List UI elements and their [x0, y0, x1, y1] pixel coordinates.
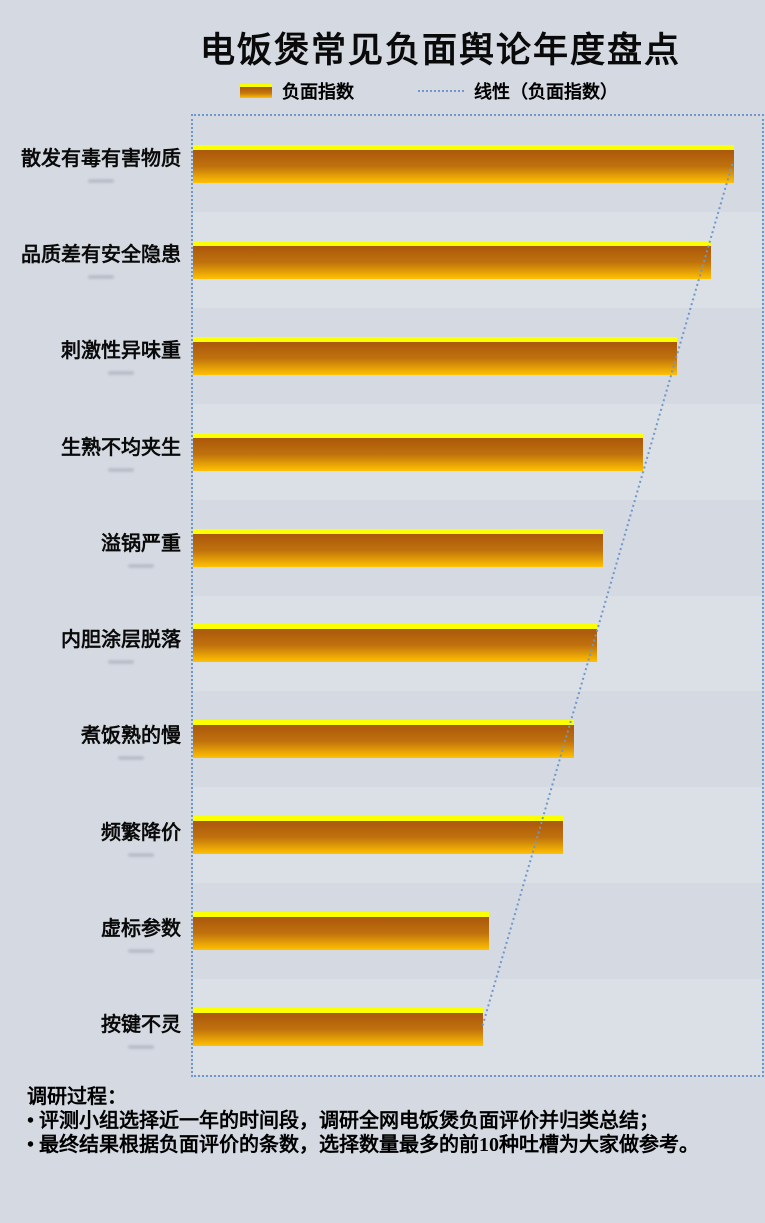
watermark-smudge	[128, 563, 154, 568]
plot-row	[193, 500, 762, 596]
bar	[193, 240, 711, 279]
bar	[193, 1008, 484, 1047]
bar	[193, 624, 597, 663]
plot-row	[193, 308, 762, 404]
category-label: 生熟不均夹生	[61, 436, 181, 459]
watermark-smudge	[88, 274, 114, 279]
bar	[193, 720, 575, 759]
legend: 负面指数 线性（负面指数）	[240, 78, 618, 104]
category-label-row: 频繁降价	[0, 788, 181, 884]
plot-row	[193, 595, 762, 692]
note-bullet: • 最终结果根据负面评价的条数，选择数量最多的前10种吐槽为大家做参考。	[27, 1134, 700, 1156]
category-label-row: 溢锅严重	[0, 499, 181, 595]
bar	[193, 816, 563, 855]
category-label-row: 按键不灵	[0, 981, 181, 1077]
category-label: 溢锅严重	[101, 532, 181, 555]
legend-item-bar-series: 负面指数	[240, 78, 354, 104]
plot-row	[193, 116, 762, 212]
bar	[193, 912, 489, 951]
watermark-smudge	[128, 852, 154, 857]
category-label: 频繁降价	[101, 821, 181, 844]
plot-area	[191, 114, 764, 1077]
plot-row	[193, 211, 762, 308]
category-label: 煮饭熟的慢	[81, 725, 181, 748]
legend-item-trend-series: 线性（负面指数）	[418, 78, 618, 104]
category-label-row: 品质差有安全隐患	[0, 210, 181, 306]
plot-row	[193, 787, 762, 884]
watermark-smudge	[108, 467, 134, 472]
watermark-smudge	[108, 371, 134, 376]
legend-bar-label: 负面指数	[282, 82, 354, 102]
category-axis: 散发有毒有害物质 品质差有安全隐患刺激性异味重 生熟不均夹生溢锅严重内胆涂层脱落煮饭…	[0, 114, 181, 1077]
legend-trend-label: 线性（负面指数）	[474, 82, 618, 102]
bar	[193, 144, 734, 183]
category-label: 刺激性异味重	[61, 340, 181, 363]
bar	[193, 432, 643, 471]
bar	[193, 528, 603, 567]
category-label: 内胆涂层脱落	[61, 629, 181, 652]
bar	[193, 336, 677, 375]
plot-row	[193, 403, 762, 500]
category-label-row: 生熟不均夹生	[0, 403, 181, 499]
plot-row	[193, 979, 762, 1076]
research-notes: 调研过程： • 评测小组选择近一年的时间段，调研全网电饭煲负面评价并归类总结； …	[27, 1085, 699, 1157]
watermark-smudge	[88, 178, 114, 183]
note-bullet: • 评测小组选择近一年的时间段，调研全网电饭煲负面评价并归类总结；	[27, 1110, 660, 1132]
bar-series-swatch-icon	[240, 84, 272, 98]
category-label: 散发有毒有害物质	[21, 147, 181, 170]
watermark-smudge	[108, 660, 134, 665]
trend-line-icon	[418, 90, 464, 92]
category-label-row: 散发有毒有害物质	[0, 114, 181, 210]
notes-heading: 调研过程：	[27, 1086, 127, 1108]
category-label-row: 虚标参数	[0, 884, 181, 980]
plot-row	[193, 691, 762, 787]
category-label: 品质差有安全隐患	[21, 243, 181, 266]
category-label-row: 刺激性异味重	[0, 307, 181, 403]
chart-title: 电饭煲常见负面舆论年度盘点	[200, 31, 682, 70]
category-label: 虚标参数	[101, 918, 181, 941]
category-label: 按键不灵	[101, 1014, 181, 1037]
plot-row	[193, 883, 762, 979]
watermark-smudge	[128, 1045, 154, 1050]
category-label-row: 煮饭熟的慢	[0, 692, 181, 788]
watermark-smudge	[118, 756, 144, 761]
category-label-row: 内胆涂层脱落	[0, 595, 181, 691]
watermark-smudge	[128, 949, 154, 954]
